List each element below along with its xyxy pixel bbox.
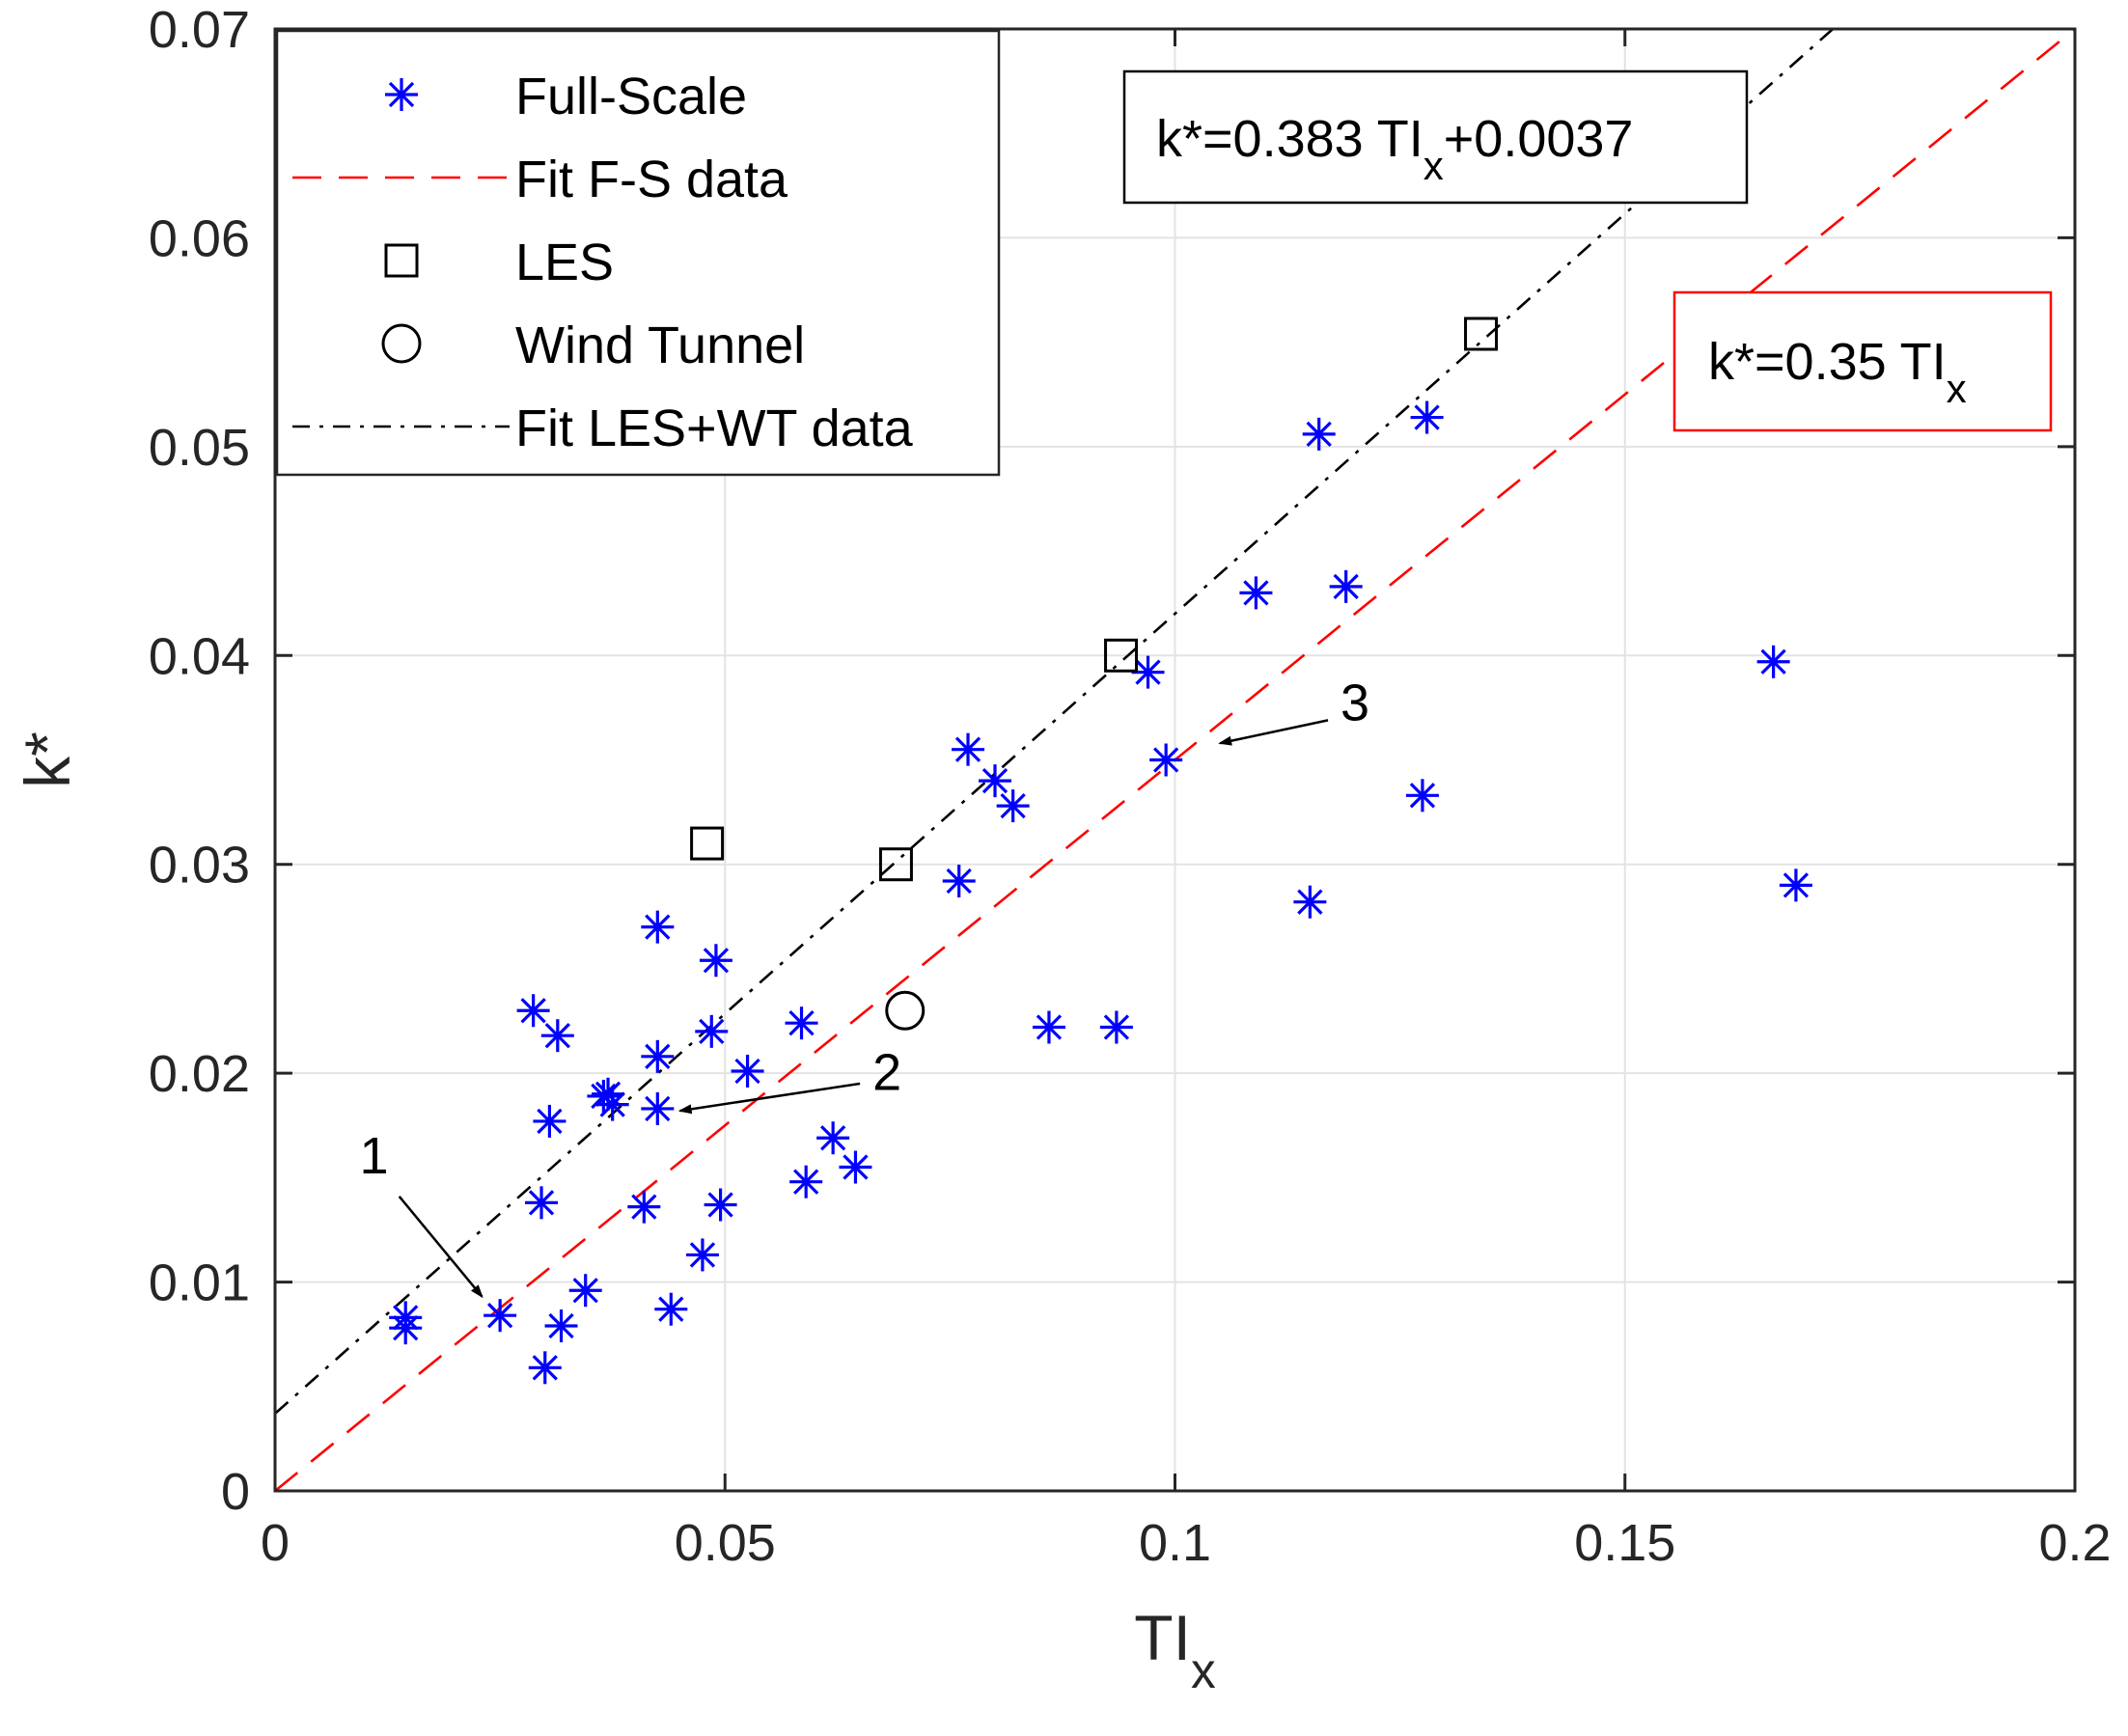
wind-tunnel-point: [885, 990, 926, 1031]
equation-box-fs-fit: [1672, 290, 2053, 432]
legend-asterisk-icon: [385, 78, 418, 111]
full-scale-point: [731, 1054, 764, 1088]
full-scale-point: [1149, 743, 1183, 777]
les-point: [690, 826, 725, 861]
y-tick-label: 0: [221, 1463, 250, 1521]
equation-box-les-fit: [1122, 69, 1749, 205]
y-tick-label: 0.06: [149, 209, 250, 267]
arrow-label-2: 2: [872, 1043, 901, 1101]
full-scale-point: [627, 1190, 661, 1224]
full-scale-point: [641, 1039, 675, 1073]
full-scale-point: [568, 1274, 602, 1308]
full-scale-point: [544, 1309, 578, 1343]
y-tick-label: 0.05: [149, 419, 250, 477]
full-scale-point: [528, 1351, 562, 1385]
y-tick-label: 0.01: [149, 1254, 250, 1312]
axis-titles: TIx k*: [12, 731, 1216, 1698]
annotation-arrows: 1 2 3: [360, 674, 1369, 1299]
legend: Full-Scale Fit F-S data LES Wind Tunnel Fit …: [275, 29, 1001, 477]
x-tick-label: 0.1: [1139, 1514, 1211, 1572]
full-scale-point: [1032, 1010, 1065, 1044]
y-tick-label: 0.02: [149, 1045, 250, 1103]
full-scale-point: [1099, 1010, 1133, 1044]
legend-box: [275, 29, 1001, 477]
full-scale-point: [641, 1091, 675, 1125]
full-scale-point: [533, 1104, 567, 1138]
equation-boxes: k*=0.383 TIx+0.0037 k*=0.35 TIx: [1122, 69, 2053, 432]
full-scale-point: [641, 910, 675, 944]
full-scale-point: [942, 865, 976, 898]
full-scale-point: [1410, 400, 1444, 434]
arrow-label-3: 3: [1340, 674, 1369, 731]
arrow-3: [1218, 719, 1329, 746]
full-scale-point: [699, 944, 732, 978]
full-scale-point: [1239, 576, 1273, 610]
full-scale-point: [785, 1006, 818, 1040]
les-point: [1464, 317, 1499, 351]
full-scale-point: [816, 1121, 850, 1155]
arrow-label-1: 1: [360, 1127, 389, 1185]
y-tick-label: 0.03: [149, 837, 250, 895]
legend-label: Wind Tunnel: [515, 317, 805, 374]
full-scale-point: [1329, 569, 1363, 603]
y-tick-label: 0.04: [149, 627, 250, 685]
full-scale-point: [484, 1299, 517, 1333]
full-scale-point: [654, 1292, 688, 1326]
legend-label: Fit F-S data: [515, 151, 788, 208]
les-point: [878, 847, 913, 882]
arrow-2: [677, 1082, 861, 1115]
full-scale-point: [389, 1311, 423, 1345]
legend-square-icon: [384, 243, 419, 278]
legend-label: Fit LES+WT data: [515, 400, 914, 457]
full-scale-point: [595, 1088, 629, 1121]
full-scale-point: [1779, 868, 1812, 902]
x-axis-title: TIx: [1134, 1602, 1216, 1698]
full-scale-point: [685, 1238, 719, 1272]
full-scale-point: [996, 789, 1030, 823]
y-axis-title: k*: [12, 731, 83, 788]
full-scale-point: [516, 994, 550, 1028]
full-scale-point: [704, 1188, 737, 1222]
legend-label: Full-Scale: [515, 68, 747, 125]
axis-ticks: 0 0.05 0.1 0.15 0.2 0 0.01 0.02 0.03 0.04 0.05 0.06…: [149, 1, 2112, 1572]
x-tick-label: 0.15: [1574, 1514, 1675, 1572]
x-tick-label: 0.2: [2038, 1514, 2111, 1572]
arrow-1: [398, 1196, 484, 1299]
full-scale-point: [1405, 779, 1439, 813]
full-scale-point: [695, 1014, 729, 1048]
full-scale-point: [789, 1165, 823, 1199]
x-tick-label: 0.05: [675, 1514, 776, 1572]
full-scale-point: [1293, 885, 1327, 919]
full-scale-point: [1756, 645, 1790, 678]
y-tick-label: 0.07: [149, 1, 250, 59]
full-scale-point: [540, 1019, 574, 1053]
full-scale-point: [979, 764, 1011, 798]
full-scale-point: [839, 1150, 872, 1184]
full-scale-point: [952, 732, 985, 766]
legend-label: LES: [515, 234, 614, 291]
les-point: [1104, 638, 1139, 673]
full-scale-point: [1302, 417, 1336, 451]
data-markers: [389, 317, 1812, 1385]
equation-fs-fit: k*=0.35 TIx: [1708, 333, 1967, 411]
equation-les-fit: k*=0.383 TIx+0.0037: [1156, 110, 1633, 188]
full-scale-point: [525, 1186, 559, 1220]
fit-line-4: [275, 29, 1836, 1415]
legend-circle-icon: [381, 323, 422, 364]
x-tick-label: 0: [261, 1514, 290, 1572]
